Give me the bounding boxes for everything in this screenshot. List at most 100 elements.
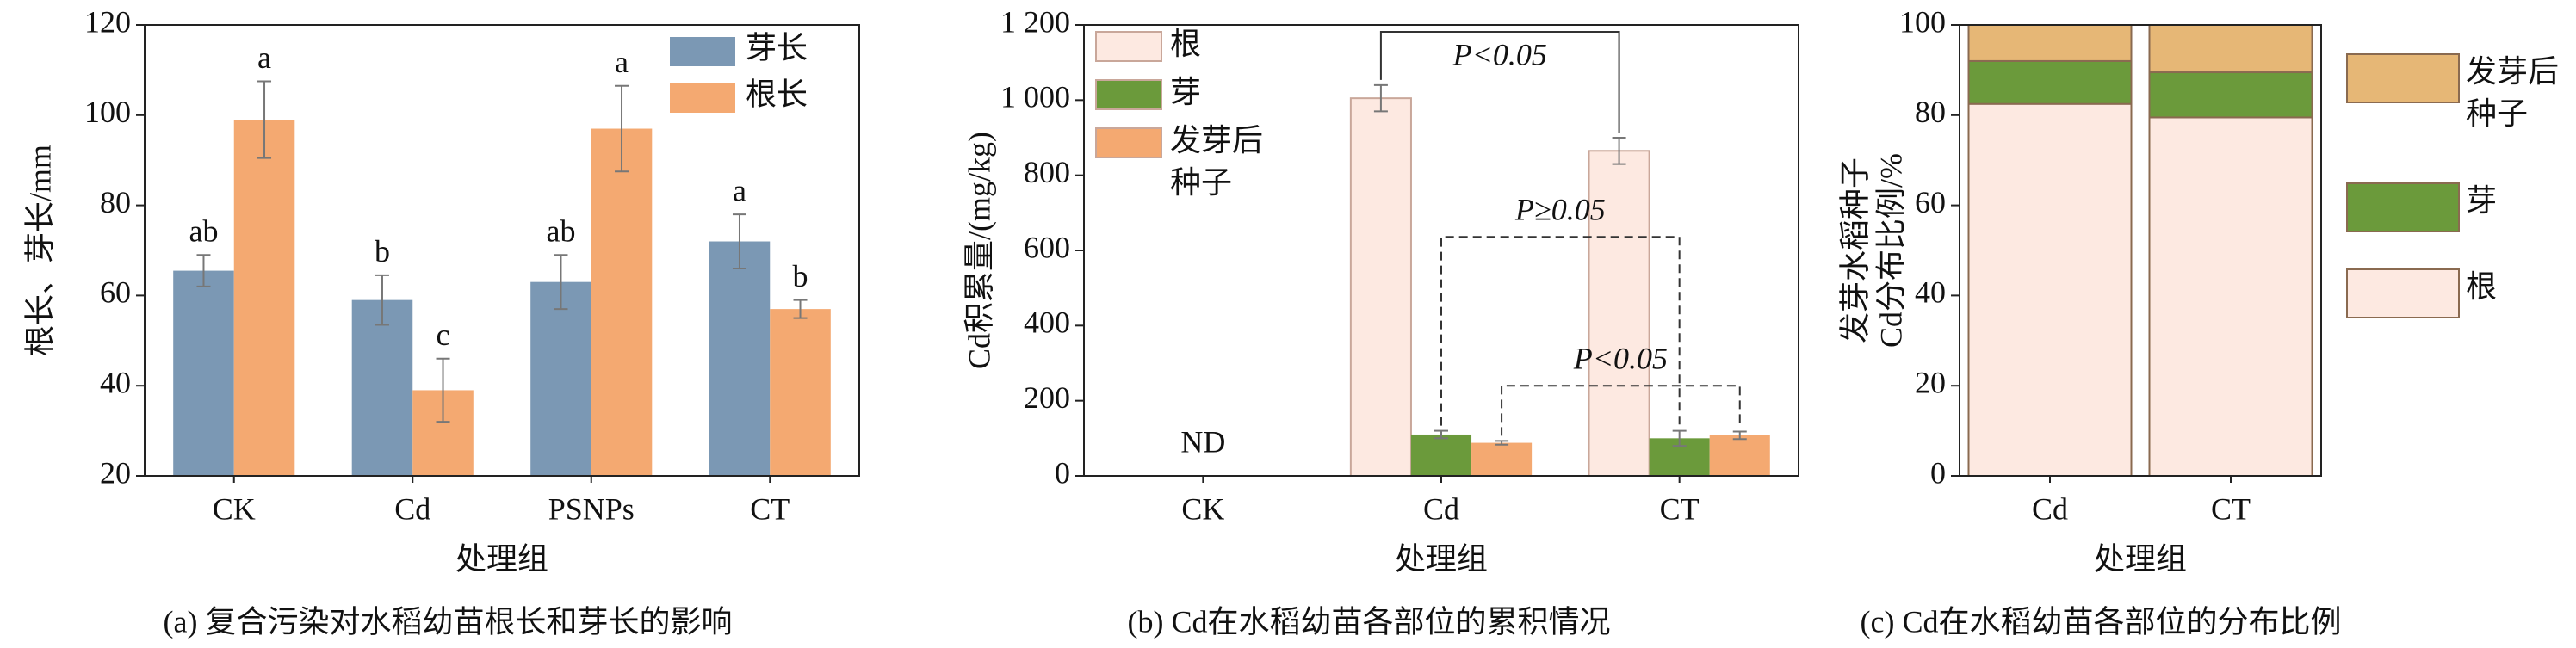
bar-segment [1967,24,2133,62]
x-tick-label: Cd [1423,491,1459,526]
x-axis-label: 处理组 [1395,541,1488,576]
legend-swatch [670,83,735,113]
y-tick-label: 400 [1024,305,1070,340]
y-tick-label: 20 [1915,365,1946,399]
legend-label: 芽 [2466,183,2498,218]
bar-segment [2148,24,2313,74]
error-bar [1434,429,1448,440]
bar-segment [2148,116,2313,477]
y-tick-label: 800 [1024,155,1070,189]
bar [530,281,591,476]
error-bar [615,84,629,173]
y-tick-label: 40 [100,365,131,399]
x-tick-label: CT [2211,491,2251,526]
y-tick-label: 120 [84,4,131,39]
bar [1471,442,1533,476]
plot-frame [1959,24,2322,477]
y-tick-label: 60 [100,275,131,310]
plot-frame [1083,24,1799,477]
legend-label-box: 根 [2466,269,2498,304]
y-tick-label: 0 [1055,455,1070,490]
legend-label: 根 [2466,269,2498,304]
comparison-label: P<0.05 [1452,37,1547,71]
bar-segment [1967,59,2133,105]
error-bar [1612,137,1626,165]
y-tick-label: 100 [84,95,131,129]
bar [1709,435,1770,476]
comparison-bracket [1440,236,1681,426]
legend-swatch [2346,53,2460,103]
bar [351,299,413,476]
significance-letter: c [437,318,450,352]
chart-title: (a) 复合污染对水稻幼苗根长和芽长的影响 [164,604,733,639]
comparison-label: P≥0.05 [1514,193,1606,227]
legend-label: 发芽后种子 [1170,123,1264,200]
missing-label: ND [1180,424,1225,459]
bar-segment [2148,71,2313,119]
bar-segment [1967,102,2133,477]
significance-letter: a [615,45,629,79]
bar [173,270,234,476]
error-bar [1672,429,1687,447]
legend-label: 根长 [746,77,808,111]
y-tick-label: 100 [1899,4,1946,39]
legend-swatch [670,37,735,66]
legend-label: 根 [1170,27,1202,61]
plot-frame [144,24,860,477]
y-tick-label: 80 [100,185,131,219]
significance-letter: a [257,40,271,75]
error-bar [1732,430,1747,441]
y-tick-label: 0 [1930,455,1946,490]
comparison-label: P<0.05 [1573,341,1668,375]
y-tick-label: 200 [1024,380,1070,415]
error-bar [257,80,272,159]
y-tick-label: 20 [100,455,131,490]
y-axis-label: 发芽水稻种子 [1837,157,1872,343]
y-tick-label: 40 [1915,275,1946,310]
chart-title: (c) Cd在水稻幼苗各部位的分布比例 [1861,604,2342,639]
bar [1349,97,1412,478]
error-bar [1495,440,1509,446]
significance-letter: ab [546,214,575,249]
legend-swatch [1095,31,1162,62]
error-bar [1373,83,1388,113]
significance-letter: b [793,259,808,293]
y-axis-label: Cd分布比例/% [1873,153,1908,348]
chart-title: (b) Cd在水稻幼苗各部位的累积情况 [1128,604,1611,639]
bar [709,241,771,476]
legend-swatch [2346,182,2460,232]
legend-label-box: 发芽后种子 [2466,54,2559,131]
error-bar [793,299,808,319]
legend-swatch [1095,127,1162,158]
legend-swatch [2346,268,2460,318]
x-tick-label: Cd [394,491,430,526]
x-tick-label: PSNPs [548,491,635,526]
x-tick-label: CT [750,491,790,526]
y-tick-label: 1 200 [1000,4,1070,39]
bar [591,128,653,476]
significance-letter: a [733,173,746,207]
error-bar [375,274,389,326]
legend-label-box: 根 [1170,27,1202,61]
x-tick-label: CT [1660,491,1700,526]
error-bar [732,213,746,269]
legend-label-box: 芽 [1170,75,1202,109]
comparison-bracket [1379,31,1620,133]
x-tick-label: CK [213,491,256,526]
legend-swatch [1095,79,1162,110]
y-tick-label: 60 [1915,185,1946,219]
comparison-bracket [1501,385,1741,436]
significance-letter: b [375,234,390,268]
x-axis-label: 处理组 [455,541,548,576]
x-axis-label: 处理组 [2094,541,2187,576]
y-axis-label: 根长、芽长/mm [22,145,57,356]
y-tick-label: 600 [1024,230,1070,264]
x-tick-label: CK [1181,491,1224,526]
x-tick-label: Cd [2032,491,2068,526]
significance-letter: ab [189,214,218,249]
error-bar [436,357,450,423]
bar [233,120,295,477]
error-bar [196,254,211,287]
legend-label: 芽 [1170,75,1202,109]
